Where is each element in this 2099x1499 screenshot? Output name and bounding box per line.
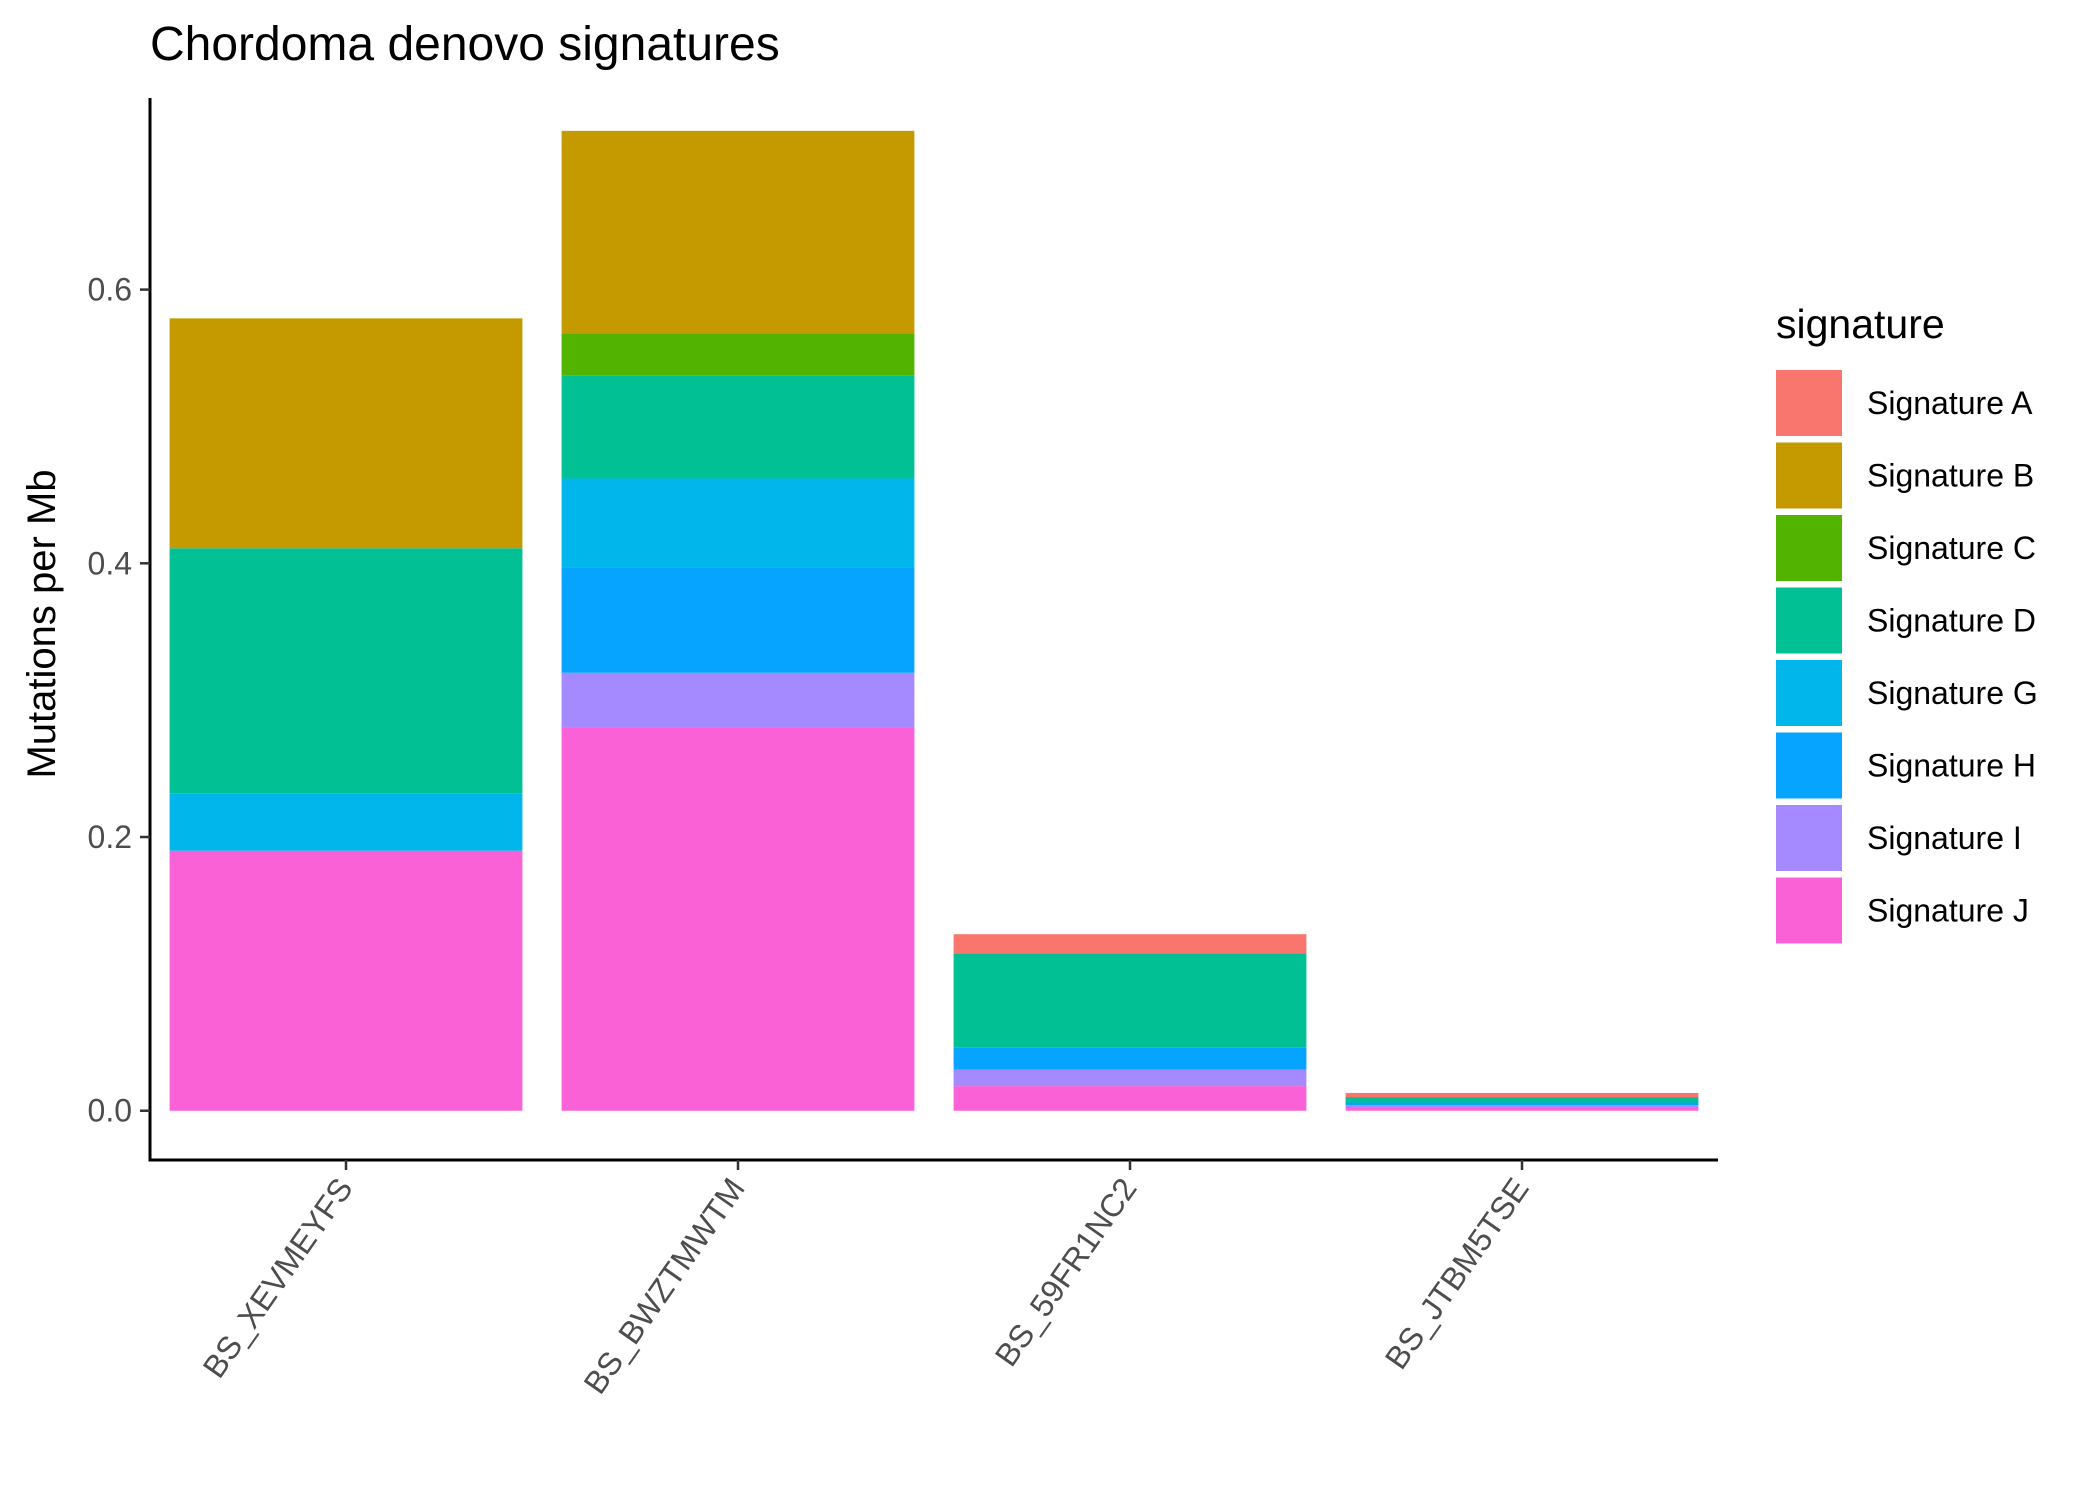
bar-bs-jtbm5tse-signature-a	[1345, 1092, 1699, 1098]
legend-item-signature-c: Signature C	[1776, 515, 2036, 581]
bar-bs-59fr1nc2-signature-a	[953, 934, 1307, 954]
bar-bs-jtbm5tse-signature-d	[1345, 1097, 1699, 1103]
legend: signature Signature A Signature B Signature…	[1776, 301, 2038, 944]
legend-label: Signature H	[1867, 748, 2036, 784]
bar-bs-xevmeyfs-signature-j	[169, 850, 523, 1111]
bar-bs-bwztmwtm-signature-j	[561, 727, 915, 1111]
x-axis: BS_XEVMEYFS BS_BWZTMWTM BS_59FR1NC2 BS_JTBM…	[148, 1158, 1718, 1400]
chart-title: Chordoma denovo signatures	[150, 18, 780, 71]
bar-bs-bwztmwtm-signature-h	[561, 567, 915, 673]
legend-label: Signature B	[1867, 458, 2034, 494]
legend-label: Signature G	[1867, 675, 2038, 711]
legend-swatch	[1776, 587, 1842, 654]
bar-bs-59fr1nc2-signature-h	[953, 1047, 1307, 1070]
bar-bs-59fr1nc2-signature-i	[953, 1069, 1307, 1087]
legend-swatch	[1776, 660, 1842, 726]
legend-title: signature	[1776, 301, 1945, 347]
bar-bs-bwztmwtm-signature-g	[561, 478, 915, 568]
legend-swatch	[1776, 515, 1842, 581]
legend-item-signature-a: Signature A	[1776, 370, 2033, 436]
x-tick-label: BS_59FR1NC2	[988, 1171, 1144, 1372]
legend-swatch	[1776, 732, 1842, 799]
y-tick-label: 0.4	[88, 545, 132, 581]
bar-bs-jtbm5tse-signature-h	[1345, 1102, 1699, 1106]
legend-swatch	[1776, 442, 1842, 509]
legend-swatch	[1776, 877, 1842, 944]
bar-bs-bwztmwtm-signature-d	[561, 375, 915, 479]
bar-bs-bwztmwtm-signature-i	[561, 672, 915, 728]
legend-label: Signature D	[1867, 603, 2036, 639]
bar-bs-bwztmwtm-signature-c	[561, 333, 915, 376]
legend-swatch	[1776, 805, 1842, 871]
legend-item-signature-j: Signature J	[1776, 877, 2029, 944]
bar-bs-xevmeyfs-signature-d	[169, 548, 523, 794]
bar-bs-jtbm5tse-signature-j	[1345, 1107, 1699, 1111]
legend-label: Signature C	[1867, 530, 2036, 566]
bar-bs-59fr1nc2-signature-d	[953, 953, 1307, 1048]
legend-swatch	[1776, 370, 1842, 436]
y-axis-title: Mutations per Mb	[20, 469, 64, 778]
y-tick-label: 0.0	[88, 1093, 132, 1129]
bars-group	[169, 130, 1699, 1111]
bar-bs-xevmeyfs-signature-b	[169, 318, 523, 549]
bar-bs-bwztmwtm-signature-b	[561, 130, 915, 334]
bar-bs-xevmeyfs-signature-g	[169, 793, 523, 851]
legend-item-signature-i: Signature I	[1776, 805, 2022, 871]
legend-item-signature-h: Signature H	[1776, 732, 2036, 799]
x-tick-label: BS_XEVMEYFS	[196, 1171, 360, 1384]
legend-label: Signature I	[1867, 820, 2022, 856]
legend-label: Signature J	[1867, 893, 2029, 929]
y-tick-label: 0.2	[88, 819, 132, 855]
bar-bs-jtbm5tse-signature-i	[1345, 1105, 1699, 1108]
legend-item-signature-g: Signature G	[1776, 660, 2038, 726]
x-tick-label: BS_JTBM5TSE	[1378, 1171, 1536, 1375]
bar-bs-59fr1nc2-signature-j	[953, 1086, 1307, 1111]
x-tick-label: BS_BWZTMWTM	[576, 1171, 751, 1400]
legend-label: Signature A	[1867, 385, 2033, 421]
legend-item-signature-b: Signature B	[1776, 442, 2034, 509]
y-tick-label: 0.6	[88, 272, 132, 308]
y-axis: 0.0 0.2 0.4 0.6	[88, 98, 152, 1162]
legend-item-signature-d: Signature D	[1776, 587, 2036, 654]
